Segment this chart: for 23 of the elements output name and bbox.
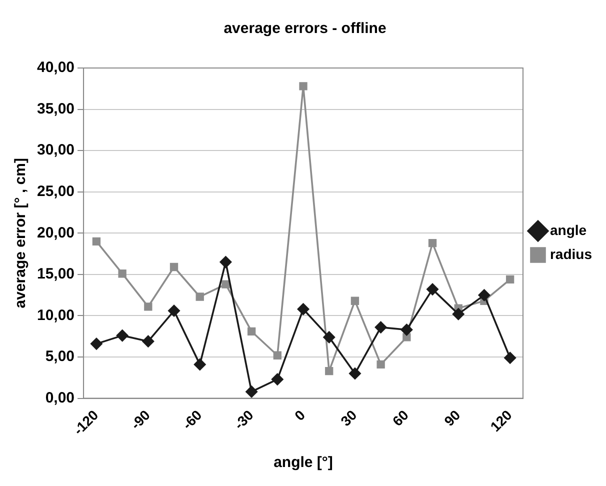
legend-label: angle [550, 222, 587, 238]
y-tick-label: 40,00 [36, 59, 75, 76]
y-tick-label: 30,00 [36, 142, 75, 159]
x-tick-label: 30 [337, 406, 360, 430]
y-tick-label: 20,00 [36, 224, 75, 242]
x-tick-label: -60 [179, 406, 205, 432]
legend-label: radius [550, 246, 592, 262]
y-axis-title: average error [° , cm] [12, 158, 30, 308]
x-axis-title: angle [°] [274, 454, 333, 472]
x-tick-label: 0 [291, 406, 308, 424]
x-tick-label: -30 [230, 406, 257, 432]
x-tick-label: 90 [440, 406, 464, 430]
x-tick-label: 120 [487, 406, 516, 435]
y-tick-label: 25,00 [36, 183, 75, 200]
chart-title: average errors - offline [224, 20, 386, 38]
y-tick-label: 15,00 [36, 266, 75, 283]
y-tick-label: 5,00 [45, 348, 75, 366]
x-tick-label: 60 [389, 406, 412, 430]
y-tick-label: 10,00 [36, 306, 75, 324]
x-tick-label: -120 [70, 406, 102, 438]
y-tick-label: 35,00 [36, 100, 75, 118]
x-tick-label: -90 [127, 406, 154, 432]
y-tick-label: 0,00 [45, 389, 75, 406]
